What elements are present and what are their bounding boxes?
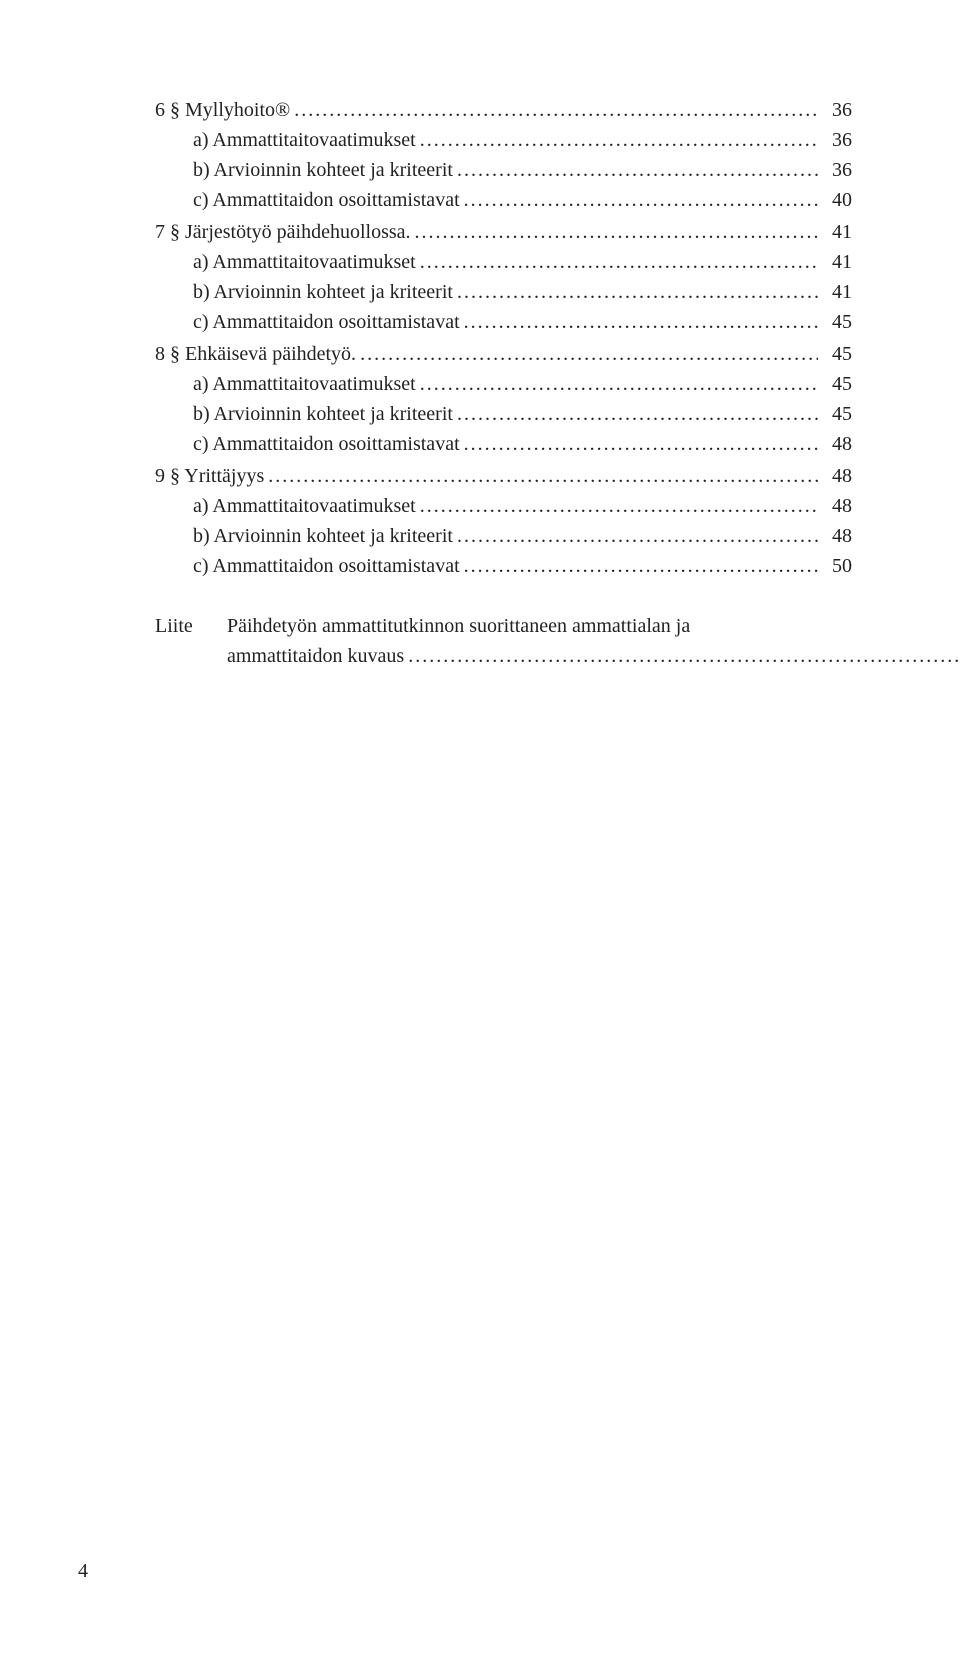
toc-item-page: 48 <box>822 491 852 521</box>
toc-group: 7 § Järjestötyö päihdehuollossa. 41 a) A… <box>155 217 852 337</box>
toc-item-label: a) Ammattitaitovaatimukset <box>193 247 416 277</box>
appendix-title-line1: Päihdetyön ammattitutkinnon suorittaneen… <box>227 611 960 641</box>
leader-dots <box>420 369 818 399</box>
toc-item-label: a) Ammattitaitovaatimukset <box>193 491 416 521</box>
leader-dots <box>360 339 818 369</box>
toc-item-row: c) Ammattitaidon osoittamistavat 40 <box>155 185 852 215</box>
toc-item-page: 48 <box>822 429 852 459</box>
leader-dots <box>415 217 818 247</box>
toc-item-row: c) Ammattitaidon osoittamistavat 48 <box>155 429 852 459</box>
toc-item-row: c) Ammattitaidon osoittamistavat 50 <box>155 551 852 581</box>
toc-heading-row: 8 § Ehkäisevä päihdetyö. 45 <box>155 339 852 369</box>
toc-item-row: a) Ammattitaitovaatimukset 48 <box>155 491 852 521</box>
toc-item-label: a) Ammattitaitovaatimukset <box>193 369 416 399</box>
toc-item-label: b) Arvioinnin kohteet ja kriteerit <box>193 399 453 429</box>
toc-item-label: b) Arvioinnin kohteet ja kriteerit <box>193 521 453 551</box>
toc-item-row: a) Ammattitaitovaatimukset 36 <box>155 125 852 155</box>
leader-dots <box>408 641 960 671</box>
leader-dots <box>457 521 818 551</box>
toc-item-page: 36 <box>822 125 852 155</box>
toc-item-page: 36 <box>822 155 852 185</box>
toc-item-row: a) Ammattitaitovaatimukset 45 <box>155 369 852 399</box>
toc-item-page: 48 <box>822 521 852 551</box>
toc-heading-page: 48 <box>822 461 852 491</box>
toc-heading-label: 8 § Ehkäisevä päihdetyö. <box>155 339 356 369</box>
toc-item-page: 45 <box>822 399 852 429</box>
toc-heading-page: 45 <box>822 339 852 369</box>
leader-dots <box>457 277 818 307</box>
toc-item-page: 41 <box>822 277 852 307</box>
toc-item-label: a) Ammattitaitovaatimukset <box>193 125 416 155</box>
toc-item-page: 45 <box>822 307 852 337</box>
appendix-title-line2: ammattitaidon kuvaus <box>227 641 404 671</box>
toc-item-page: 50 <box>822 551 852 581</box>
toc-heading-row: 7 § Järjestötyö päihdehuollossa. 41 <box>155 217 852 247</box>
leader-dots <box>457 399 818 429</box>
table-of-contents: 6 § Myllyhoito® 36 a) Ammattitaitovaatim… <box>155 95 852 671</box>
page-number: 4 <box>78 1560 88 1583</box>
leader-dots <box>464 185 818 215</box>
leader-dots <box>457 155 818 185</box>
toc-heading-row: 6 § Myllyhoito® 36 <box>155 95 852 125</box>
toc-item-label: c) Ammattitaidon osoittamistavat <box>193 185 460 215</box>
toc-group: 6 § Myllyhoito® 36 a) Ammattitaitovaatim… <box>155 95 852 215</box>
leader-dots <box>464 551 818 581</box>
leader-dots <box>420 247 818 277</box>
leader-dots <box>420 125 818 155</box>
toc-item-label: b) Arvioinnin kohteet ja kriteerit <box>193 155 453 185</box>
toc-group: 9 § Yrittäjyys 48 a) Ammattitaitovaatimu… <box>155 461 852 581</box>
leader-dots <box>420 491 818 521</box>
appendix-entry: Liite Päihdetyön ammattitutkinnon suorit… <box>155 611 852 671</box>
toc-item-row: b) Arvioinnin kohteet ja kriteerit 48 <box>155 521 852 551</box>
toc-heading-row: 9 § Yrittäjyys 48 <box>155 461 852 491</box>
leader-dots <box>464 429 818 459</box>
toc-item-label: b) Arvioinnin kohteet ja kriteerit <box>193 277 453 307</box>
toc-group: 8 § Ehkäisevä päihdetyö. 45 a) Ammattita… <box>155 339 852 459</box>
leader-dots <box>464 307 818 337</box>
toc-item-row: b) Arvioinnin kohteet ja kriteerit 36 <box>155 155 852 185</box>
leader-dots <box>294 95 818 125</box>
toc-heading-page: 36 <box>822 95 852 125</box>
toc-heading-page: 41 <box>822 217 852 247</box>
toc-heading-label: 7 § Järjestötyö päihdehuollossa. <box>155 217 411 247</box>
toc-item-row: b) Arvioinnin kohteet ja kriteerit 41 <box>155 277 852 307</box>
toc-item-row: c) Ammattitaidon osoittamistavat 45 <box>155 307 852 337</box>
toc-item-label: c) Ammattitaidon osoittamistavat <box>193 551 460 581</box>
toc-item-label: c) Ammattitaidon osoittamistavat <box>193 429 460 459</box>
toc-item-page: 41 <box>822 247 852 277</box>
leader-dots <box>268 461 818 491</box>
toc-item-label: c) Ammattitaidon osoittamistavat <box>193 307 460 337</box>
toc-item-row: a) Ammattitaitovaatimukset 41 <box>155 247 852 277</box>
toc-heading-label: 9 § Yrittäjyys <box>155 461 264 491</box>
toc-item-page: 45 <box>822 369 852 399</box>
toc-item-page: 40 <box>822 185 852 215</box>
appendix-label: Liite <box>155 615 193 637</box>
toc-heading-label: 6 § Myllyhoito® <box>155 95 290 125</box>
toc-item-row: b) Arvioinnin kohteet ja kriteerit 45 <box>155 399 852 429</box>
